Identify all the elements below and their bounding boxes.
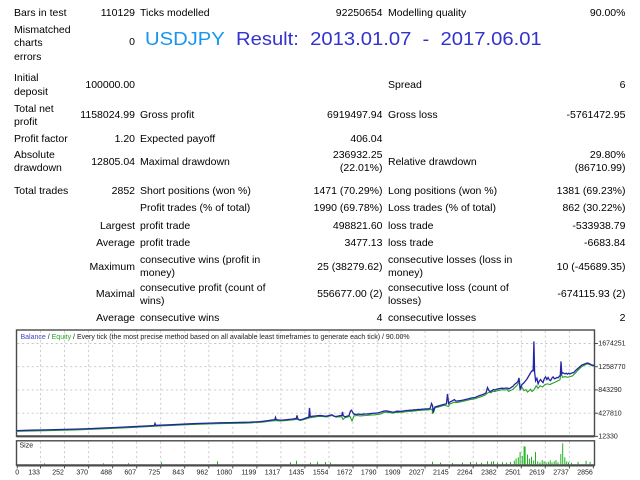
svg-text:2382: 2382	[481, 469, 497, 476]
svg-text:12330: 12330	[598, 434, 618, 441]
svg-text:1672: 1672	[337, 469, 353, 476]
svg-text:Balance / Equity / Every tick: Balance / Equity / Every tick (the most …	[21, 334, 410, 341]
svg-text:1080: 1080	[217, 469, 233, 476]
svg-text:2027: 2027	[409, 469, 425, 476]
svg-text:1674251: 1674251	[598, 341, 625, 348]
svg-text:1435: 1435	[289, 469, 305, 476]
svg-text:1317: 1317	[265, 469, 281, 476]
svg-text:427810: 427810	[598, 410, 621, 417]
svg-text:Size: Size	[20, 443, 34, 450]
svg-text:1199: 1199	[241, 469, 256, 476]
svg-text:607: 607	[124, 469, 136, 476]
svg-text:2856: 2856	[577, 469, 593, 476]
svg-text:1258770: 1258770	[598, 364, 625, 371]
svg-text:370: 370	[76, 469, 88, 476]
svg-text:725: 725	[148, 469, 160, 476]
svg-text:962: 962	[197, 469, 209, 476]
svg-text:1790: 1790	[361, 469, 377, 476]
svg-text:2737: 2737	[553, 469, 569, 476]
svg-text:843: 843	[172, 469, 184, 476]
svg-text:2145: 2145	[433, 469, 449, 476]
svg-text:133: 133	[28, 469, 40, 476]
svg-text:0: 0	[15, 469, 19, 476]
svg-text:1909: 1909	[385, 469, 401, 476]
svg-text:843290: 843290	[598, 387, 621, 394]
svg-text:2501: 2501	[505, 469, 521, 476]
svg-text:252: 252	[52, 469, 64, 476]
svg-text:1554: 1554	[313, 469, 329, 476]
svg-text:2619: 2619	[529, 469, 545, 476]
svg-text:2264: 2264	[457, 469, 473, 476]
svg-text:488: 488	[100, 469, 112, 476]
